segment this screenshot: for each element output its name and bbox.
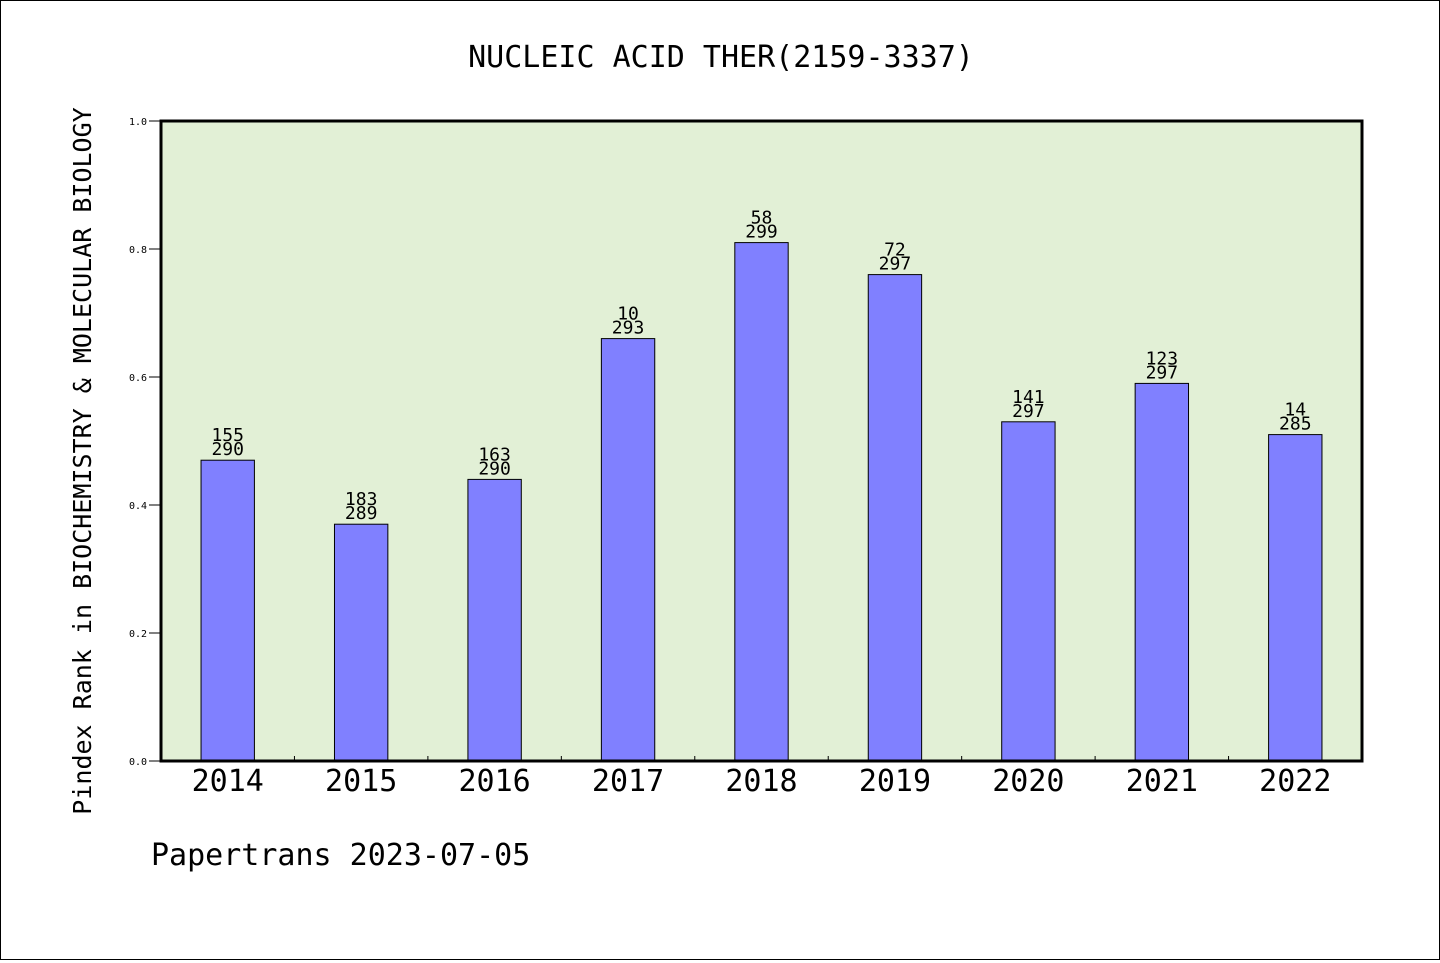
bar-rank-label: 123 bbox=[1146, 348, 1179, 369]
bar-rank-label: 141 bbox=[1012, 387, 1045, 408]
bar-rank-label: 10 bbox=[617, 304, 639, 325]
bar-rank-label: 14 bbox=[1284, 400, 1306, 421]
y-tick-label: 0.0 bbox=[129, 757, 147, 768]
y-tick-label: 0.4 bbox=[129, 501, 147, 512]
bar-2019 bbox=[867, 274, 923, 762]
bar-total-label: 297 bbox=[1146, 362, 1179, 383]
bars-group bbox=[200, 242, 1323, 762]
bar-total-label: 289 bbox=[345, 503, 378, 524]
x-tick-label: 2018 bbox=[725, 764, 797, 799]
y-tick-label: 0.8 bbox=[129, 245, 147, 256]
chart-title: NUCLEIC ACID THER(2159-3337) bbox=[468, 40, 974, 75]
bar-2016 bbox=[467, 478, 522, 762]
bar-rank-label: 58 bbox=[751, 208, 773, 229]
x-tick-label: 2020 bbox=[992, 764, 1064, 799]
x-tick-label: 2014 bbox=[192, 764, 264, 799]
bar-2015 bbox=[333, 523, 389, 762]
bar-rank-label: 183 bbox=[345, 489, 378, 510]
y-axis-label: Pindex Rank in BIOCHEMISTRY & MOLECULAR … bbox=[68, 107, 97, 814]
footer-credit: Papertrans 2023-07-05 bbox=[151, 838, 530, 873]
bar-total-label: 297 bbox=[1012, 401, 1045, 422]
x-tick-label: 2022 bbox=[1259, 764, 1331, 799]
bar-2018 bbox=[734, 242, 789, 762]
plot-border bbox=[159, 119, 1364, 763]
x-tick-label: 2019 bbox=[859, 764, 931, 799]
bar-total-label: 290 bbox=[478, 458, 511, 479]
bar-rank-label: 155 bbox=[211, 425, 244, 446]
bar-rank-label: 163 bbox=[478, 444, 511, 465]
bar-rank-label: 72 bbox=[884, 240, 906, 261]
x-tick-label: 2015 bbox=[325, 764, 397, 799]
bar-total-label: 290 bbox=[211, 439, 244, 460]
y-axis: 0.0 0.2 0.4 0.6 0.8 1.0 bbox=[129, 117, 161, 768]
y-tick-label: 0.2 bbox=[129, 629, 147, 640]
bar-2017 bbox=[600, 338, 656, 762]
bar-2021 bbox=[1134, 382, 1190, 762]
x-tick-label: 2017 bbox=[592, 764, 664, 799]
x-tick-label: 2016 bbox=[458, 764, 530, 799]
y-tick-label: 1.0 bbox=[129, 117, 147, 128]
x-axis: 2014 2015 2016 2017 2018 2019 2020 2021 2022 bbox=[192, 756, 1331, 799]
x-tick-label: 2021 bbox=[1126, 764, 1198, 799]
bar-total-label: 293 bbox=[612, 318, 645, 339]
bar-2014 bbox=[200, 459, 255, 762]
bar-2020 bbox=[1001, 421, 1056, 762]
bar-total-label: 297 bbox=[879, 254, 912, 275]
y-tick-label: 0.6 bbox=[129, 373, 147, 384]
bar-total-label: 285 bbox=[1279, 414, 1312, 435]
bar-total-label: 299 bbox=[745, 222, 778, 243]
bar-2022 bbox=[1268, 434, 1323, 762]
data-labels-group: 1552901832891632901029358299722971412971… bbox=[211, 208, 1311, 525]
